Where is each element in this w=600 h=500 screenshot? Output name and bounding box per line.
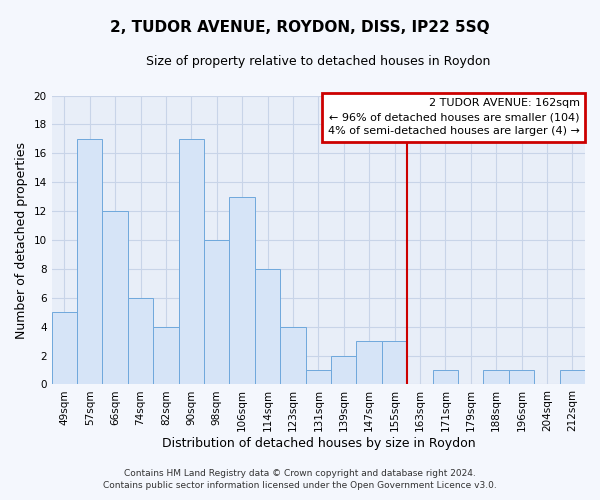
- Bar: [280, 326, 305, 384]
- Bar: [153, 326, 179, 384]
- Bar: [255, 269, 280, 384]
- Text: 2, TUDOR AVENUE, ROYDON, DISS, IP22 5SQ: 2, TUDOR AVENUE, ROYDON, DISS, IP22 5SQ: [110, 20, 490, 35]
- Bar: [77, 139, 103, 384]
- Bar: [356, 341, 382, 384]
- Bar: [128, 298, 153, 384]
- Bar: [433, 370, 458, 384]
- Bar: [52, 312, 77, 384]
- Bar: [509, 370, 534, 384]
- Y-axis label: Number of detached properties: Number of detached properties: [15, 142, 28, 338]
- Text: Contains HM Land Registry data © Crown copyright and database right 2024.
Contai: Contains HM Land Registry data © Crown c…: [103, 468, 497, 490]
- Title: Size of property relative to detached houses in Roydon: Size of property relative to detached ho…: [146, 55, 491, 68]
- Bar: [331, 356, 356, 384]
- Bar: [179, 139, 204, 384]
- Bar: [560, 370, 585, 384]
- Bar: [103, 211, 128, 384]
- Bar: [204, 240, 229, 384]
- Bar: [305, 370, 331, 384]
- Bar: [382, 341, 407, 384]
- Bar: [229, 196, 255, 384]
- Bar: [484, 370, 509, 384]
- Text: 2 TUDOR AVENUE: 162sqm
← 96% of detached houses are smaller (104)
4% of semi-det: 2 TUDOR AVENUE: 162sqm ← 96% of detached…: [328, 98, 580, 136]
- X-axis label: Distribution of detached houses by size in Roydon: Distribution of detached houses by size …: [161, 437, 475, 450]
